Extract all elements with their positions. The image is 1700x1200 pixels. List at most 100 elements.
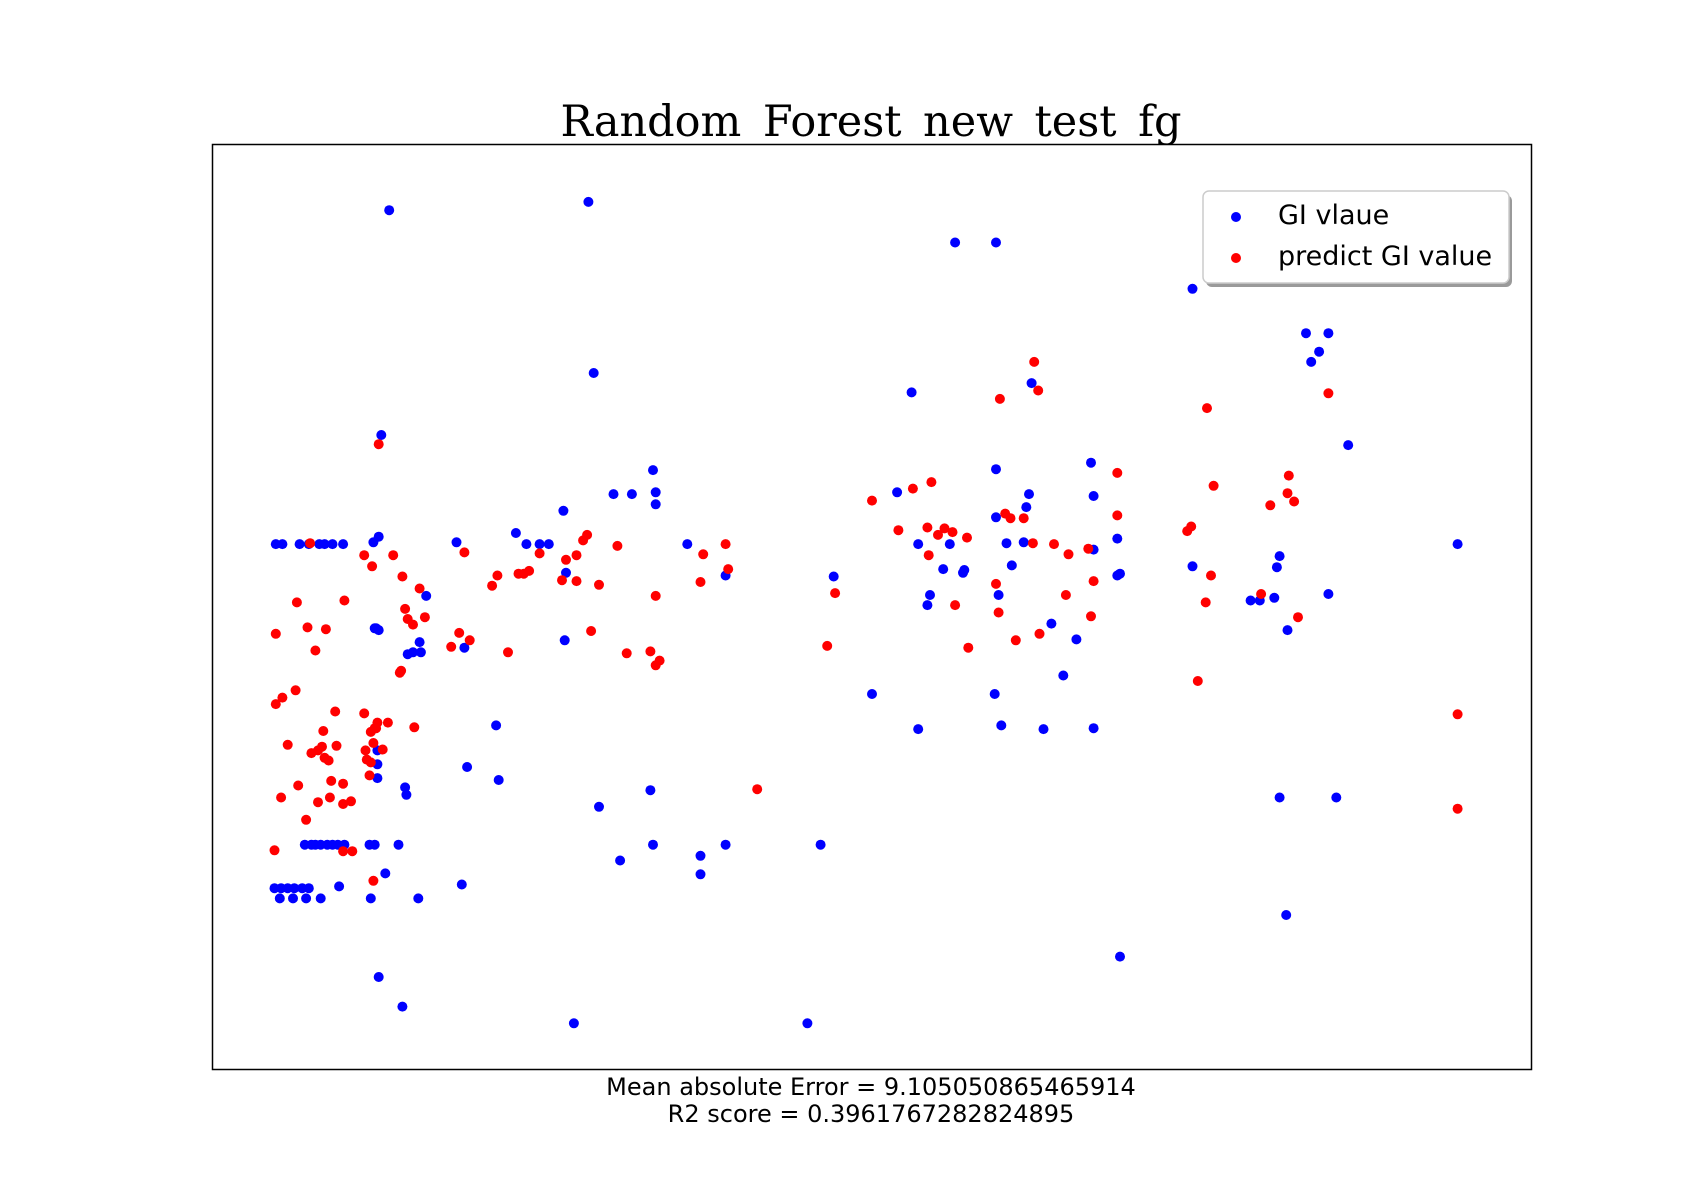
point-gi-vlaue	[1187, 561, 1198, 572]
point-predict-gi-value	[991, 578, 1001, 589]
chart-title: Random_Forest_new_test_fg	[560, 97, 1181, 147]
point-gi-vlaue	[1086, 457, 1096, 468]
point-predict-gi-value	[1323, 388, 1334, 399]
point-gi-vlaue	[1187, 283, 1198, 294]
point-predict-gi-value	[1112, 510, 1123, 521]
point-gi-vlaue	[493, 775, 504, 785]
point-gi-vlaue	[301, 893, 312, 904]
point-gi-vlaue	[650, 499, 661, 510]
point-gi-vlaue	[892, 487, 903, 498]
point-predict-gi-value	[612, 540, 623, 551]
point-gi-vlaue	[650, 487, 661, 498]
point-gi-vlaue	[510, 528, 521, 538]
legend-label-gi-value: GI vlaue	[1278, 200, 1389, 231]
point-predict-gi-value	[326, 775, 337, 786]
point-predict-gi-value	[290, 685, 301, 696]
point-gi-vlaue	[521, 539, 532, 550]
point-gi-vlaue	[558, 505, 569, 516]
point-predict-gi-value	[409, 722, 420, 733]
point-gi-vlaue	[561, 567, 571, 578]
point-gi-vlaue	[1274, 551, 1285, 562]
point-gi-vlaue	[695, 850, 706, 861]
point-predict-gi-value	[276, 792, 287, 803]
point-gi-vlaue	[384, 205, 395, 216]
point-gi-vlaue	[289, 883, 300, 894]
point-predict-gi-value	[654, 655, 665, 666]
point-gi-vlaue	[319, 539, 330, 550]
point-predict-gi-value	[1088, 576, 1099, 587]
point-predict-gi-value	[571, 576, 582, 587]
point-gi-vlaue	[1343, 440, 1354, 451]
point-predict-gi-value	[582, 529, 593, 540]
point-gi-vlaue	[828, 571, 839, 582]
point-predict-gi-value	[305, 538, 316, 549]
point-gi-vlaue	[1281, 910, 1292, 920]
point-gi-vlaue	[991, 464, 1001, 475]
point-predict-gi-value	[388, 550, 399, 561]
point-predict-gi-value	[1049, 539, 1059, 550]
point-predict-gi-value	[698, 549, 709, 560]
point-predict-gi-value	[330, 706, 341, 717]
point-predict-gi-value	[317, 741, 327, 752]
point-gi-vlaue	[648, 839, 658, 850]
point-predict-gi-value	[962, 532, 972, 543]
point-gi-vlaue	[413, 893, 424, 904]
series-predict-gi-value	[269, 356, 1463, 886]
point-predict-gi-value	[1452, 803, 1463, 814]
point-predict-gi-value	[293, 780, 304, 791]
point-predict-gi-value	[650, 590, 661, 601]
point-predict-gi-value	[313, 797, 323, 808]
point-gi-vlaue	[802, 1018, 813, 1029]
point-gi-vlaue	[459, 642, 470, 653]
point-predict-gi-value	[1063, 549, 1074, 560]
point-gi-vlaue	[534, 539, 545, 550]
point-gi-vlaue	[906, 387, 917, 398]
point-gi-vlaue	[695, 869, 706, 880]
point-predict-gi-value	[994, 393, 1005, 404]
point-predict-gi-value	[269, 845, 280, 856]
point-gi-vlaue	[543, 539, 554, 550]
point-gi-vlaue	[989, 689, 1000, 699]
point-predict-gi-value	[1010, 635, 1021, 646]
point-gi-vlaue	[1024, 489, 1034, 500]
point-gi-vlaue	[369, 839, 380, 850]
point-gi-vlaue	[922, 600, 933, 611]
point-gi-vlaue	[303, 883, 314, 894]
point-gi-vlaue	[626, 489, 637, 500]
point-predict-gi-value	[364, 770, 375, 781]
point-predict-gi-value	[338, 799, 349, 809]
point-gi-vlaue	[913, 724, 924, 735]
point-predict-gi-value	[318, 726, 329, 736]
point-predict-gi-value	[571, 550, 582, 561]
point-gi-vlaue	[594, 801, 604, 812]
point-predict-gi-value	[867, 495, 877, 506]
point-predict-gi-value	[338, 778, 349, 789]
point-gi-vlaue	[415, 647, 426, 658]
point-gi-vlaue	[1112, 533, 1123, 544]
point-predict-gi-value	[1112, 467, 1123, 478]
point-gi-vlaue	[1314, 346, 1325, 357]
point-predict-gi-value	[893, 525, 904, 536]
point-predict-gi-value	[1034, 628, 1045, 639]
point-predict-gi-value	[557, 575, 567, 586]
point-gi-vlaue	[1269, 592, 1280, 603]
point-gi-vlaue	[400, 782, 411, 793]
point-predict-gi-value	[359, 550, 370, 561]
point-predict-gi-value	[359, 708, 370, 719]
point-gi-vlaue	[720, 839, 731, 850]
point-gi-vlaue	[414, 637, 425, 648]
point-predict-gi-value	[373, 439, 384, 450]
point-predict-gi-value	[1208, 480, 1219, 491]
point-gi-vlaue	[1301, 328, 1311, 339]
point-gi-vlaue	[925, 590, 935, 600]
point-predict-gi-value	[586, 626, 597, 636]
x-axis-label-line-1: Mean absolute Error = 9.105050865465914	[606, 1073, 1136, 1101]
point-gi-vlaue	[996, 720, 1007, 731]
point-gi-vlaue	[1058, 670, 1069, 681]
legend-box	[1202, 190, 1510, 284]
point-predict-gi-value	[939, 523, 950, 534]
point-gi-vlaue	[993, 590, 1004, 600]
point-predict-gi-value	[1206, 570, 1216, 581]
point-gi-vlaue	[1088, 491, 1099, 501]
